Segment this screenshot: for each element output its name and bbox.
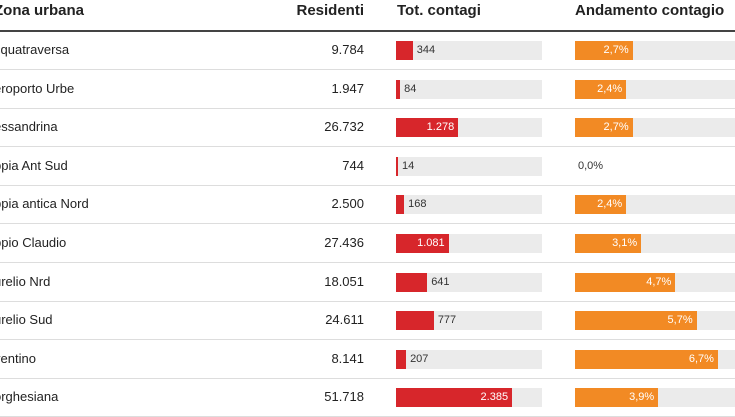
trend-bar xyxy=(575,272,676,292)
trend-label: 2,4% xyxy=(597,198,623,211)
total-label: 168 xyxy=(408,198,427,211)
total-bar-track: 84 xyxy=(396,79,542,99)
trend-bar-track: 4,7% xyxy=(575,272,735,292)
zone-name: ventino xyxy=(0,350,36,366)
table-row: urelio Nrd 18.051 641 4,7% xyxy=(0,263,735,302)
header-zone[interactable]: Zona urbana xyxy=(0,2,85,19)
zone-name: eroporto Urbe xyxy=(0,80,75,96)
trend-bar-track: 3,1% xyxy=(575,234,735,253)
trend-bar xyxy=(575,388,659,408)
zone-name: urelio Nrd xyxy=(0,273,51,289)
total-label: 1.278 xyxy=(426,121,455,134)
trend-bar-track: 3,9% xyxy=(575,388,735,408)
trend-bar xyxy=(575,195,627,215)
total-bar-track: 2.385 xyxy=(396,388,542,408)
zone-name: ppia antica Nord xyxy=(0,196,89,212)
total-label: 641 xyxy=(431,275,450,288)
residents-value: 18.051 xyxy=(324,273,364,289)
trend-bar xyxy=(575,234,642,253)
table-row: ppia antica Nord 2.500 168 2,4% xyxy=(0,185,735,225)
table-row: ppio Claudio 27.436 1.081 3,1% xyxy=(0,224,735,263)
total-bar-track: 207 xyxy=(396,349,542,369)
total-label: 14 xyxy=(402,159,415,172)
trend-bar-track: 2,4% xyxy=(575,79,735,99)
total-label: 84 xyxy=(404,82,417,95)
total-label: 1.081 xyxy=(417,237,445,249)
residents-value: 27.436 xyxy=(324,235,364,250)
zone-name: ppia Ant Sud xyxy=(0,157,68,173)
total-bar-track: 168 xyxy=(396,195,542,215)
trend-label: 5,7% xyxy=(667,314,693,327)
zone-name: cquatraversa xyxy=(0,42,70,57)
trend-label: 4,7% xyxy=(646,275,672,288)
trend-label: 2,7% xyxy=(603,121,629,134)
trend-bar xyxy=(575,311,697,331)
trend-label: 3,9% xyxy=(629,391,655,404)
zone-name: ppio Claudio xyxy=(0,235,67,250)
residents-value: 2.500 xyxy=(331,196,364,212)
zone-name: orghesiana xyxy=(0,389,59,405)
total-bar xyxy=(396,79,401,99)
total-bar-track: 14 xyxy=(396,156,542,176)
total-label: 777 xyxy=(437,314,457,327)
trend-bar-track: 6,7% xyxy=(575,349,735,369)
residents-value: 1.947 xyxy=(331,80,364,96)
total-bar-track: 641 xyxy=(396,272,542,292)
total-bar xyxy=(396,272,428,292)
table-row: eroporto Urbe 1.947 84 2,4% xyxy=(0,70,735,109)
trend-label: 2,7% xyxy=(603,44,629,56)
header-total[interactable]: Tot. contagi xyxy=(397,2,481,19)
table-row: cquatraversa 9.784 344 2,7% xyxy=(0,31,735,70)
total-bar-track: 1.278 xyxy=(396,118,542,138)
trend-bar-track: 2,7% xyxy=(575,41,735,60)
trend-label: 0,0% xyxy=(578,159,604,172)
trend-label: 2,4% xyxy=(597,82,623,95)
total-bar xyxy=(396,349,407,369)
zone-name: essandrina xyxy=(0,119,58,135)
trend-bar-track: 2,7% xyxy=(575,118,735,138)
residents-value: 8.141 xyxy=(331,350,364,366)
header-residents[interactable]: Residenti xyxy=(296,2,364,19)
residents-value: 24.611 xyxy=(325,312,364,328)
residents-value: 9.784 xyxy=(331,42,364,57)
total-bar-track: 344 xyxy=(396,41,542,60)
total-label: 344 xyxy=(416,44,436,56)
trend-bar xyxy=(575,79,627,99)
total-bar xyxy=(396,388,513,408)
total-bar xyxy=(396,234,449,253)
trend-bar xyxy=(575,349,718,369)
residents-value: 26.732 xyxy=(324,119,364,135)
trend-label: 3,1% xyxy=(612,237,638,249)
residents-value: 744 xyxy=(342,157,364,173)
trend-label: 6,7% xyxy=(688,352,714,365)
trend-bar-track: 0,0% xyxy=(575,157,735,176)
total-bar xyxy=(396,118,459,138)
total-bar xyxy=(396,41,413,60)
total-bar xyxy=(396,195,405,215)
table-row: essandrina 26.732 1.278 2,7% xyxy=(0,108,735,148)
header-trend[interactable]: Andamento contagio xyxy=(575,2,725,19)
total-bar-track: 777 xyxy=(396,311,542,331)
zone-name: urelio Sud xyxy=(0,312,53,328)
trend-bar-track: 5,7% xyxy=(575,311,735,331)
table-header: Zona urbana Residenti Tot. contagi Andam… xyxy=(0,0,735,32)
total-bar xyxy=(396,156,398,176)
table-row: ppia Ant Sud 744 14 0,0% xyxy=(0,147,735,186)
residents-value: 51.718 xyxy=(324,389,364,405)
trend-bar xyxy=(575,41,633,60)
total-bar-track: 1.081 xyxy=(396,234,542,253)
trend-bar xyxy=(575,118,633,138)
total-label: 2.385 xyxy=(480,391,509,404)
total-bar xyxy=(396,311,434,331)
table-row: ventino 8.141 207 6,7% xyxy=(0,340,735,379)
table-row: orghesiana 51.718 2.385 3,9% xyxy=(0,378,735,417)
trend-bar-track: 2,4% xyxy=(575,195,735,215)
total-label: 207 xyxy=(410,352,429,365)
table-row: urelio Sud 24.611 777 5,7% xyxy=(0,301,735,341)
